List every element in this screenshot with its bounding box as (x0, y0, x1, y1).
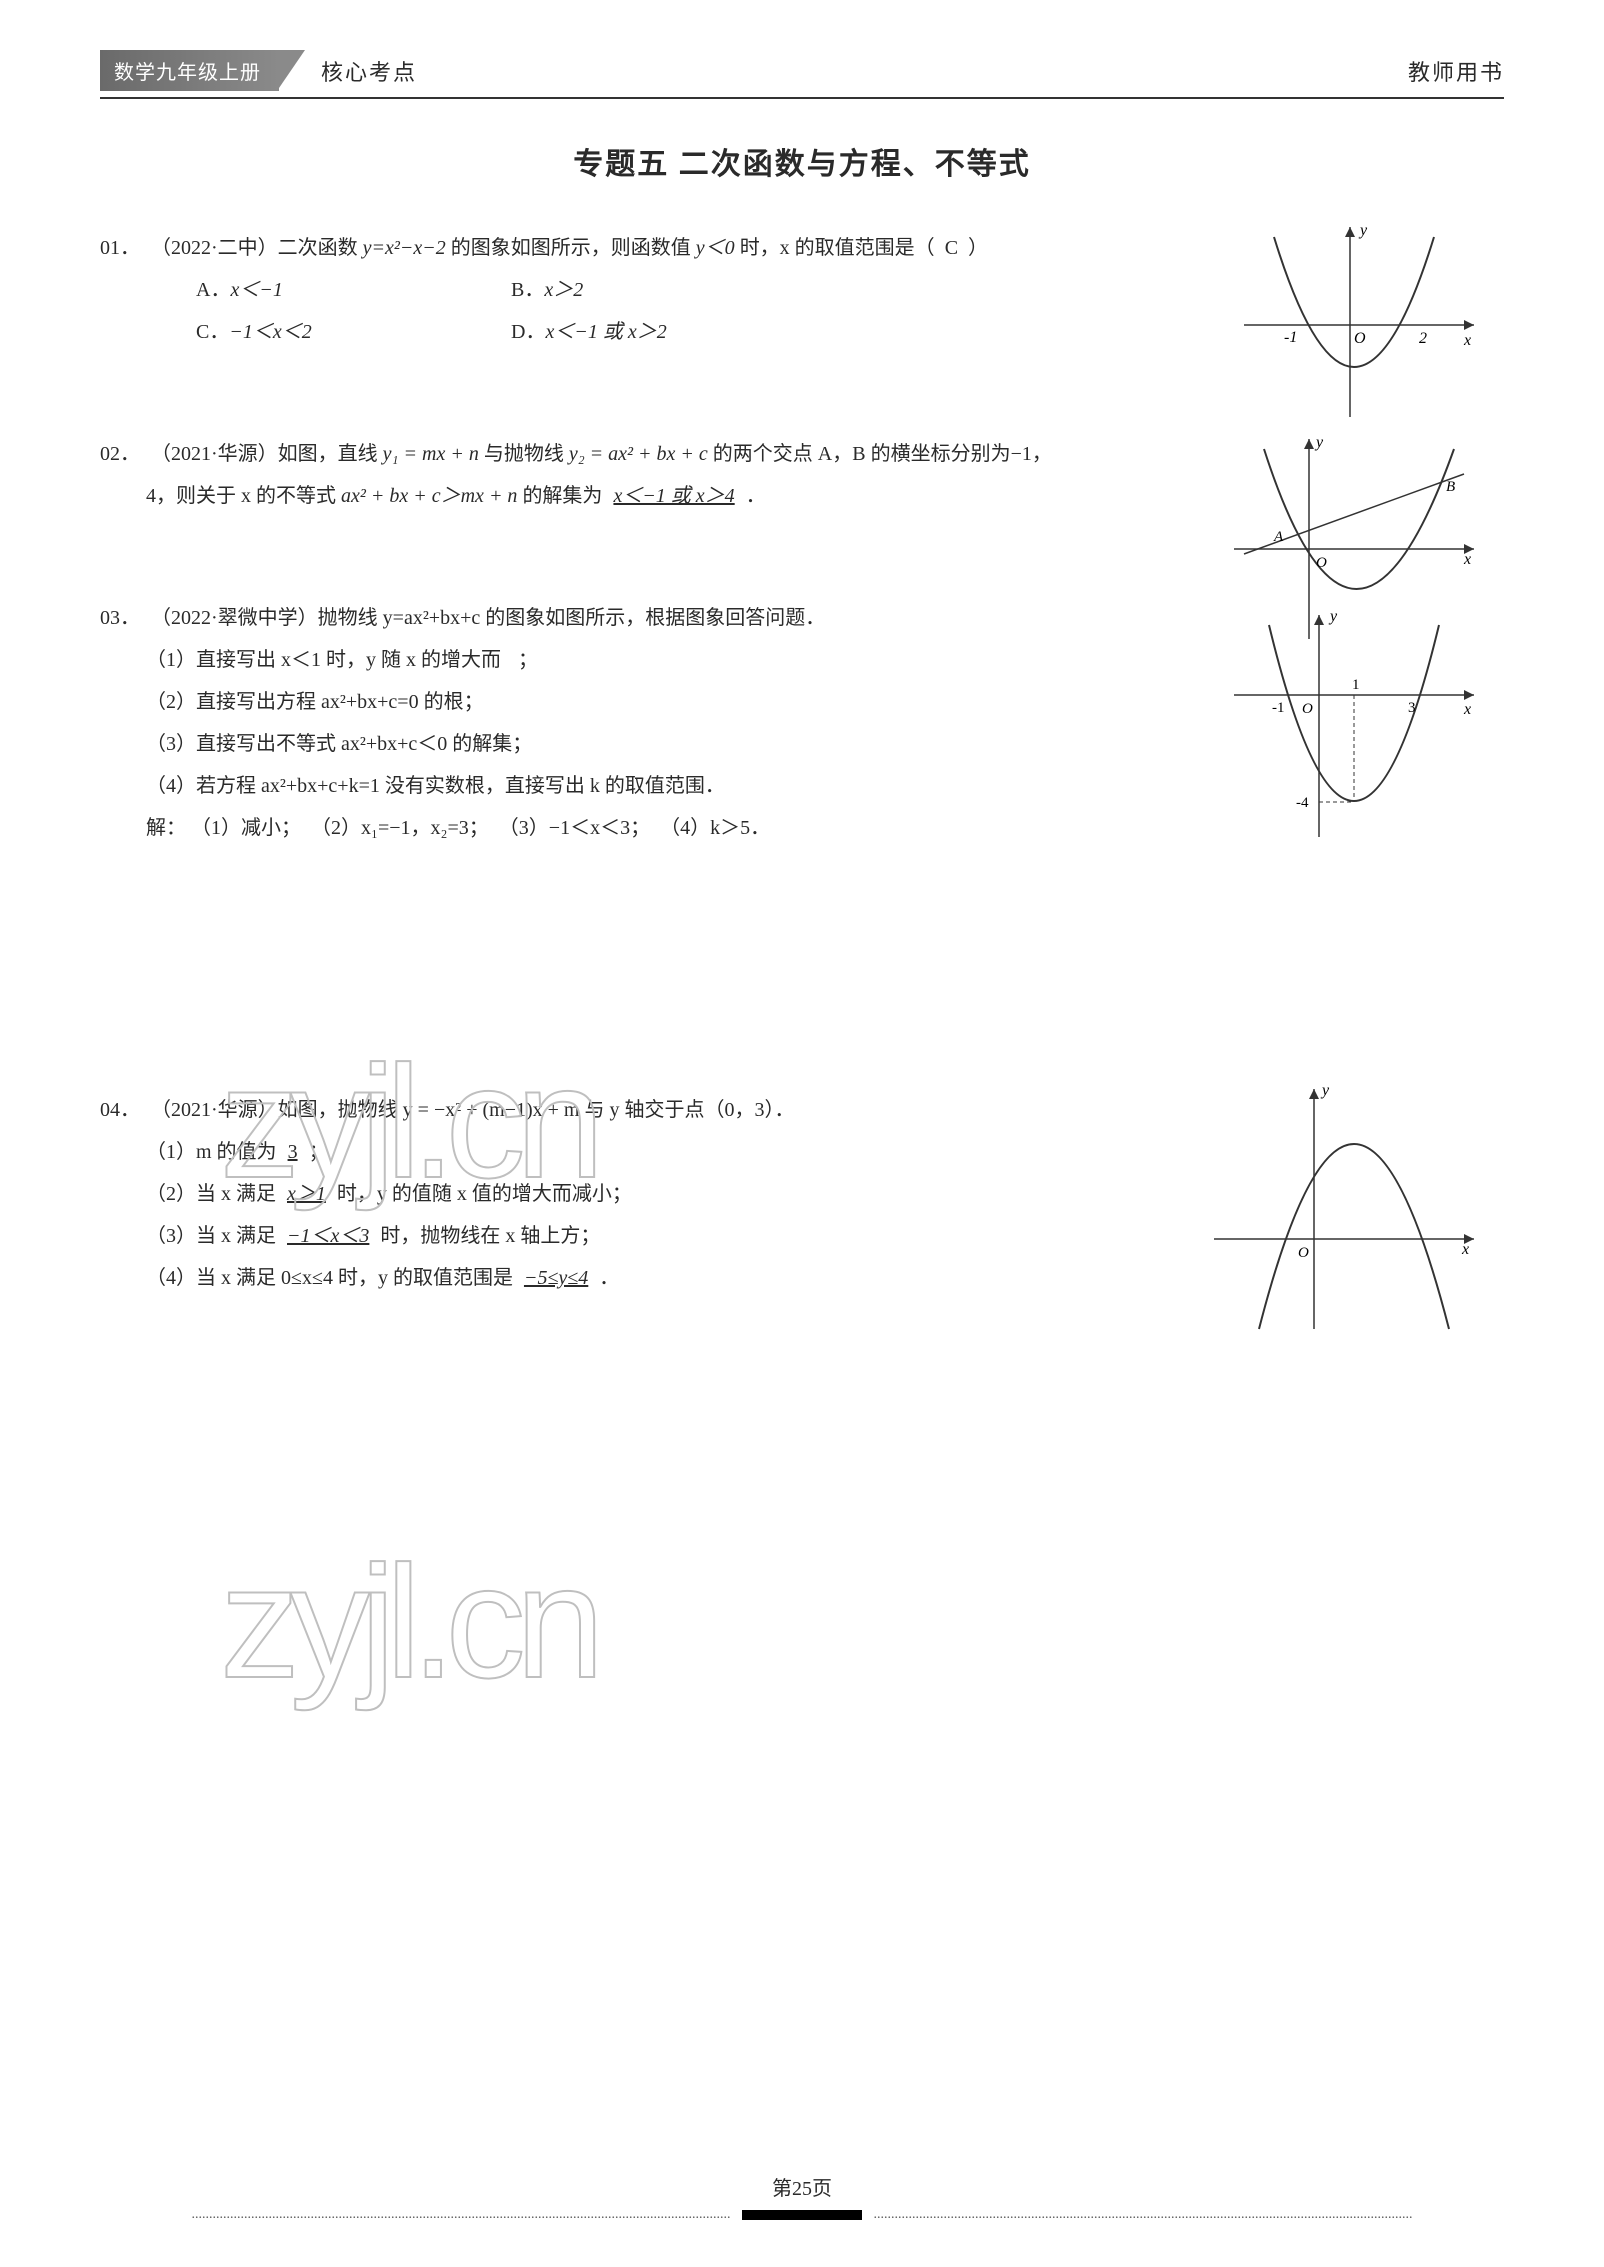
svg-text:2: 2 (1419, 330, 1427, 347)
p1-row-cd: C．−1＜x＜2 D．x＜−1 或 x＞2 (100, 311, 1050, 353)
p1-optC: C．−1＜x＜2 (196, 311, 506, 353)
p4-q3: （3）当 x 满足 −1＜x＜3 时，抛物线在 x 轴上方； (100, 1215, 1050, 1257)
p1-answer: C (945, 237, 958, 259)
svg-text:O: O (1316, 555, 1327, 571)
svg-text:x: x (1461, 1241, 1469, 1258)
svg-text:x: x (1463, 332, 1471, 349)
p4-q1: （1）m 的值为 3 ； (100, 1131, 1050, 1173)
p2-l1c: 的两个交点 A，B 的横坐标分别为−1， (713, 443, 1052, 465)
problem-3-text: 03． （2022·翠微中学）抛物线 y=ax²+bx+c 的图象如图所示，根据… (100, 597, 1050, 849)
p1-chart: -1 2 x y O (1224, 217, 1484, 442)
p3-q4: （4）若方程 ax²+bx+c+k=1 没有实数根，直接写出 k 的取值范围． (100, 765, 1050, 807)
p1-optD: D．x＜−1 或 x＞2 (511, 311, 667, 353)
header-subtitle: 核心考点 (321, 55, 417, 87)
problem-1-number: 01． (100, 227, 146, 269)
p2-eq-line: y₁ = mx + n (383, 443, 479, 465)
svg-text:-4: -4 (1296, 795, 1309, 811)
problem-2: 02． （2021·华源）如图，直线 y₁ = mx + n 与抛物线 y₂ =… (100, 433, 1504, 517)
p4-chart: y x O (1204, 1079, 1484, 1354)
svg-text:y: y (1328, 608, 1338, 625)
header: 数学九年级上册 核心考点 教师用书 (100, 50, 1504, 91)
svg-text:y: y (1314, 434, 1324, 451)
problem-3: 03． （2022·翠微中学）抛物线 y=ax²+bx+c 的图象如图所示，根据… (100, 597, 1504, 849)
p2-ineq: ax² + bx + c＞mx + n (341, 485, 517, 507)
p4-stem: （2021·华源）如图，抛物线 y = −x² + (m−1)x + m 与 y… (151, 1099, 795, 1121)
svg-text:1: 1 (1352, 677, 1360, 693)
p4-number: 04． (100, 1089, 146, 1131)
p1-cond: y＜0 (696, 237, 735, 259)
p1-stem-c: 时，x 的取值范围是（ (740, 237, 935, 259)
footer-separator (0, 2207, 1604, 2223)
p2-l1b: 与抛物线 (484, 443, 569, 465)
p1-stem-end: ） (968, 237, 988, 259)
problem-1: 01． （2022·二中）二次函数 y=x²−x−2 的图象如图所示，则函数值 … (100, 227, 1504, 353)
p2-l1a: （2021·华源）如图，直线 (151, 443, 383, 465)
svg-text:O: O (1302, 701, 1313, 717)
p1-row-ab: A．x＜−1 B．x＞2 (100, 269, 1050, 311)
p1-eq1: y=x²−x−2 (363, 237, 446, 259)
p2-l2c: ． (746, 485, 766, 507)
problem-4-text: 04． （2021·华源）如图，抛物线 y = −x² + (m−1)x + m… (100, 1089, 1050, 1299)
svg-text:O: O (1298, 1245, 1309, 1261)
problem-2-text: 02． （2021·华源）如图，直线 y₁ = mx + n 与抛物线 y₂ =… (100, 433, 1150, 517)
p4-q2: （2）当 x 满足 x＞1 时，y 的值随 x 值的增大而减小； (100, 1173, 1050, 1215)
header-right: 教师用书 (1408, 55, 1504, 87)
svg-text:x: x (1463, 551, 1471, 568)
header-divider (100, 97, 1504, 99)
header-tab: 数学九年级上册 (100, 50, 279, 91)
svg-text:3: 3 (1408, 700, 1416, 716)
p2-l2b: 的解集为 (522, 485, 602, 507)
svg-text:y: y (1320, 1082, 1330, 1099)
header-left: 数学九年级上册 核心考点 (100, 50, 417, 91)
p2-eq-para: y₂ = ax² + bx + c (569, 443, 708, 465)
p3-q2: （2）直接写出方程 ax²+bx+c=0 的根； (100, 681, 1050, 723)
problem-4: 04． （2021·华源）如图，抛物线 y = −x² + (m−1)x + m… (100, 1089, 1504, 1299)
p3-number: 03． (100, 597, 146, 639)
p3-stem: （2022·翠微中学）抛物线 y=ax²+bx+c 的图象如图所示，根据图象回答… (151, 607, 825, 629)
svg-text:B: B (1446, 479, 1455, 495)
p2-l2a: 4，则关于 x 的不等式 (100, 485, 341, 507)
p3-solution: 解： （1）减小； （2）x₁=−1，x₂=3； （3）−1＜x＜3； （4）k… (100, 807, 1050, 849)
p1-optA: A．x＜−1 (196, 269, 506, 311)
p3-chart: -1 1 3 x y -4 O (1224, 607, 1484, 862)
footer: 第25页 (0, 2172, 1604, 2217)
svg-text:y: y (1358, 222, 1368, 239)
p3-q3: （3）直接写出不等式 ax²+bx+c＜0 的解集； (100, 723, 1050, 765)
p4-q4: （4）当 x 满足 0≤x≤4 时，y 的取值范围是 −5≤y≤4 ． (100, 1257, 1050, 1299)
p1-stem-a: （2022·二中）二次函数 (151, 237, 363, 259)
p2-answer: x＜−1 或 x＞4 (607, 485, 740, 507)
p1-stem-b: 的图象如图所示，则函数值 (451, 237, 696, 259)
svg-text:-1: -1 (1284, 329, 1297, 346)
svg-text:O: O (1354, 330, 1366, 347)
svg-text:A: A (1273, 529, 1284, 545)
svg-text:-1: -1 (1272, 700, 1285, 716)
page-title: 专题五 二次函数与方程、不等式 (100, 139, 1504, 183)
page: 数学九年级上册 核心考点 教师用书 专题五 二次函数与方程、不等式 01． （2… (0, 0, 1604, 2267)
watermark-2: zyjl.cn (220, 1530, 595, 1714)
page-number: 第25页 (0, 2172, 1604, 2201)
p2-number: 02． (100, 433, 146, 475)
problem-1-text: 01． （2022·二中）二次函数 y=x²−x−2 的图象如图所示，则函数值 … (100, 227, 1050, 353)
p3-q1: （1）直接写出 x＜1 时，y 随 x 的增大而 ； (100, 639, 1050, 681)
svg-text:x: x (1463, 701, 1471, 718)
p1-optB: B．x＞2 (511, 269, 583, 311)
